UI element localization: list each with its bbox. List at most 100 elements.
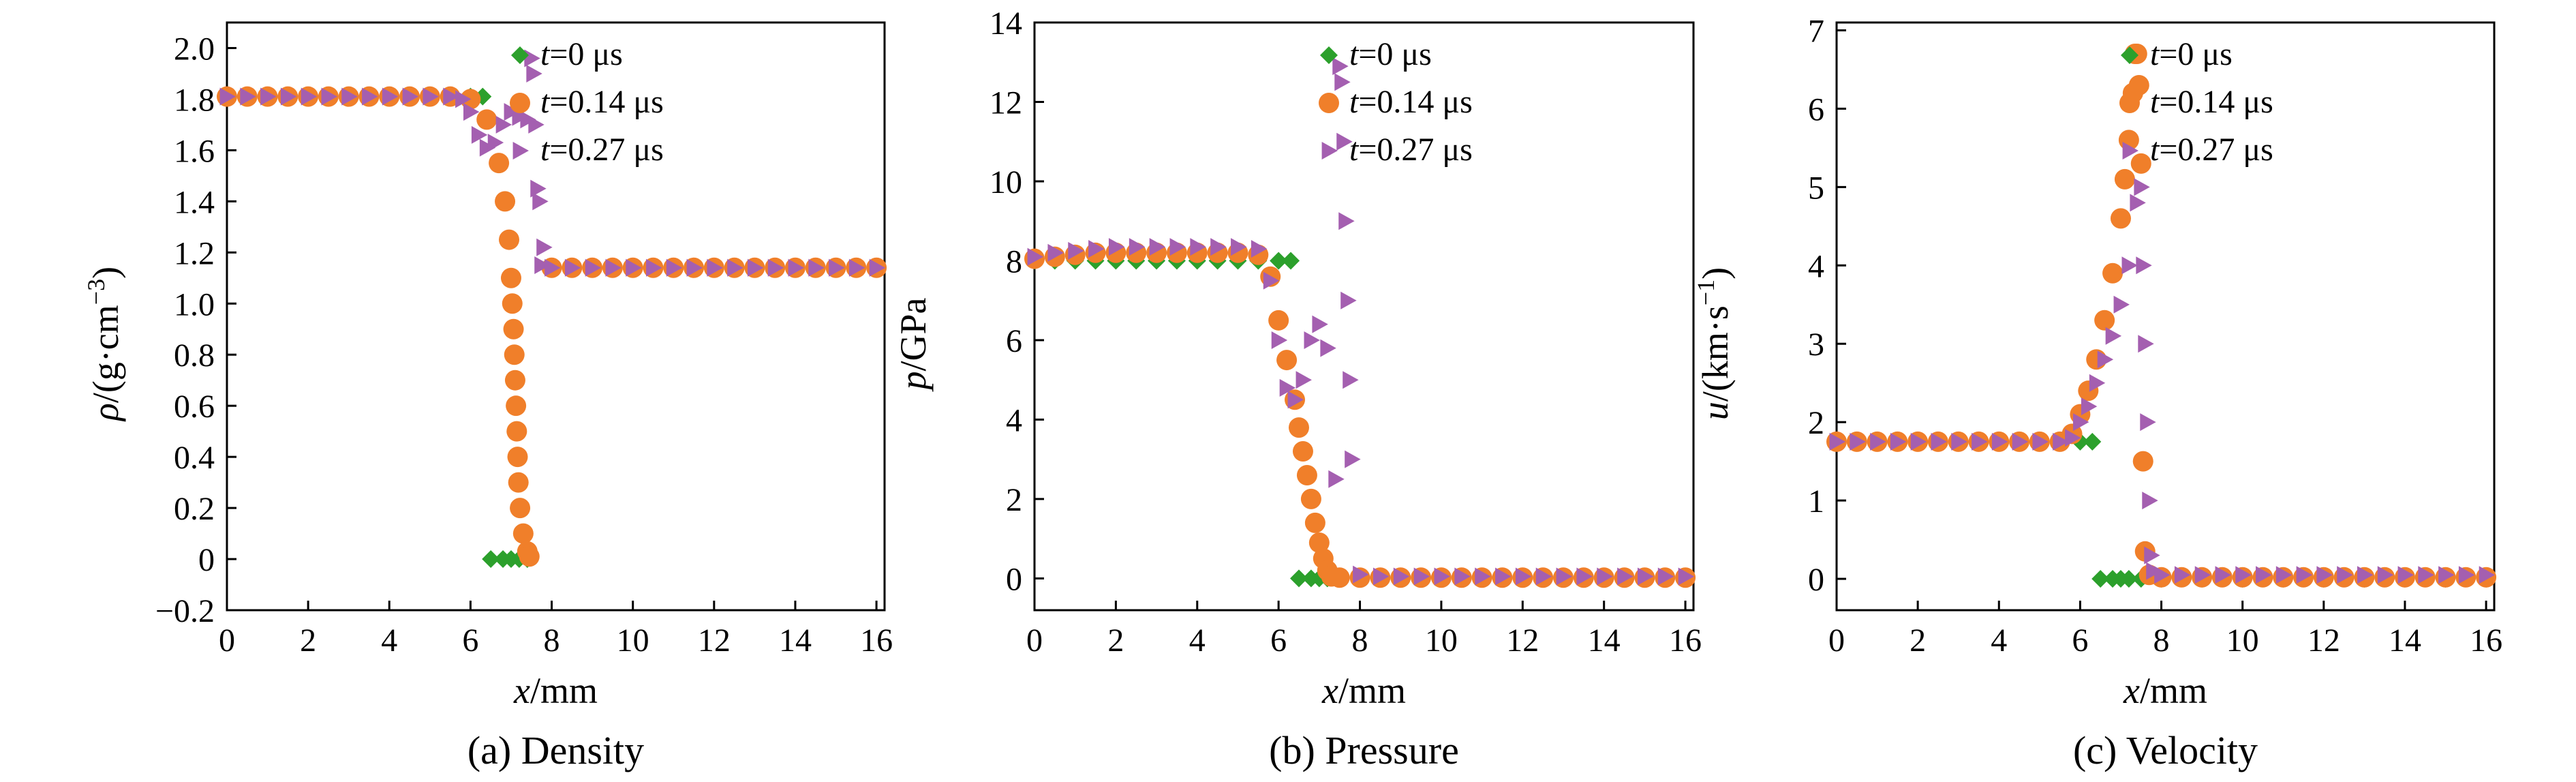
y-tick-label: 0.6 <box>174 389 215 425</box>
data-point <box>2032 432 2049 451</box>
plot-frame <box>1033 21 1695 612</box>
series-t014 <box>1024 242 1696 588</box>
data-point <box>1149 238 1166 256</box>
data-point <box>503 318 524 340</box>
data-point <box>476 109 497 130</box>
data-point <box>528 115 545 134</box>
data-point <box>260 87 277 106</box>
y-tick-label: 1.2 <box>174 235 215 271</box>
data-point <box>1287 391 1304 409</box>
data-point <box>2256 566 2272 584</box>
data-point <box>1296 464 1317 485</box>
data-point <box>1251 239 1268 258</box>
data-point <box>280 87 297 106</box>
legend-marker <box>511 46 529 64</box>
data-point <box>2128 74 2149 95</box>
data-point <box>443 87 459 106</box>
data-point <box>2081 397 2098 416</box>
data-point <box>1231 238 1247 256</box>
legend: t=0 μs t=0.14 μs t=0.27 μs <box>2119 36 2273 168</box>
data-point <box>1289 569 1308 588</box>
data-point <box>1556 567 1572 586</box>
series-t027 <box>1027 57 1695 586</box>
data-point <box>2097 350 2114 369</box>
data-point <box>1850 432 1866 451</box>
x-tick-label: 10 <box>1425 622 1458 659</box>
legend-label: t=0.14 μs <box>1349 84 1473 120</box>
data-point <box>2235 566 2252 584</box>
data-point <box>646 258 662 277</box>
legend-marker <box>1320 46 1338 64</box>
data-point <box>2397 566 2414 584</box>
data-point <box>1329 567 1350 588</box>
legend: t=0 μs t=0.14 μs t=0.27 μs <box>1319 36 1473 168</box>
chart-panel: 0 2 4 6 8 10 12 14 16 0 2 4 6 8 10 12 14 x/mm p/GPa (b) Pre… <box>893 5 1702 772</box>
data-point <box>626 258 642 277</box>
x-tick-label: 4 <box>1189 622 1206 659</box>
data-point <box>767 258 784 277</box>
data-point <box>487 134 504 152</box>
data-point <box>526 64 542 82</box>
x-tick-label: 12 <box>1506 622 1539 659</box>
y-tick-label: 2 <box>1808 405 1824 441</box>
x-tick-label: 14 <box>2389 622 2421 659</box>
data-point <box>1282 252 1300 270</box>
data-point <box>2438 566 2455 584</box>
y-tick-label: 2.0 <box>174 31 215 67</box>
data-point <box>506 421 527 442</box>
data-point <box>2275 566 2293 584</box>
data-point <box>2316 566 2333 584</box>
y-tick-label: 6 <box>1808 91 1824 127</box>
data-point <box>506 395 527 417</box>
data-point <box>1393 567 1410 586</box>
data-point <box>1270 252 1288 270</box>
data-point <box>1027 247 1043 266</box>
data-point <box>1353 565 1369 584</box>
y-tick-label: 7 <box>1808 13 1824 49</box>
data-point <box>564 258 581 277</box>
data-point <box>1292 441 1313 462</box>
data-point <box>301 87 318 106</box>
data-point <box>1597 567 1613 586</box>
data-point <box>2012 432 2029 451</box>
x-tick-label: 16 <box>860 622 893 659</box>
data-point <box>1336 132 1353 151</box>
data-point <box>1169 238 1186 256</box>
data-point <box>1263 271 1280 290</box>
legend-marker <box>512 142 529 160</box>
data-point <box>1328 470 1345 488</box>
y-tick-label: 0.4 <box>174 440 215 476</box>
data-point <box>1304 331 1320 349</box>
legend-label: t=0.27 μs <box>540 132 664 168</box>
data-point <box>829 258 845 277</box>
data-point <box>536 238 553 256</box>
data-point <box>2136 256 2152 275</box>
data-point <box>2140 413 2156 432</box>
data-point <box>727 258 743 277</box>
data-point <box>2089 374 2106 392</box>
legend-marker <box>2121 46 2138 64</box>
series-t0 <box>1828 432 2496 588</box>
data-point <box>2102 262 2123 284</box>
data-point <box>2053 432 2069 451</box>
data-point <box>321 87 337 106</box>
data-point <box>1972 432 1988 451</box>
x-axis-label: x/mm <box>1321 670 1406 711</box>
data-point <box>2110 208 2131 229</box>
legend: t=0 μs t=0.14 μs t=0.27 μs <box>510 36 664 168</box>
x-tick-label: 12 <box>698 622 731 659</box>
data-point <box>1129 238 1146 256</box>
y-tick-label: 5 <box>1808 170 1824 206</box>
data-point <box>524 49 540 67</box>
data-point <box>1657 567 1674 586</box>
data-point <box>1295 371 1312 389</box>
data-point <box>1495 567 1512 586</box>
data-point <box>1373 567 1390 586</box>
data-point <box>2113 295 2130 314</box>
data-point <box>1678 567 1695 586</box>
data-point <box>532 192 549 211</box>
data-point <box>534 256 551 275</box>
x-tick-label: 6 <box>2072 622 2088 659</box>
data-point <box>402 87 419 106</box>
series-t027 <box>219 49 886 277</box>
